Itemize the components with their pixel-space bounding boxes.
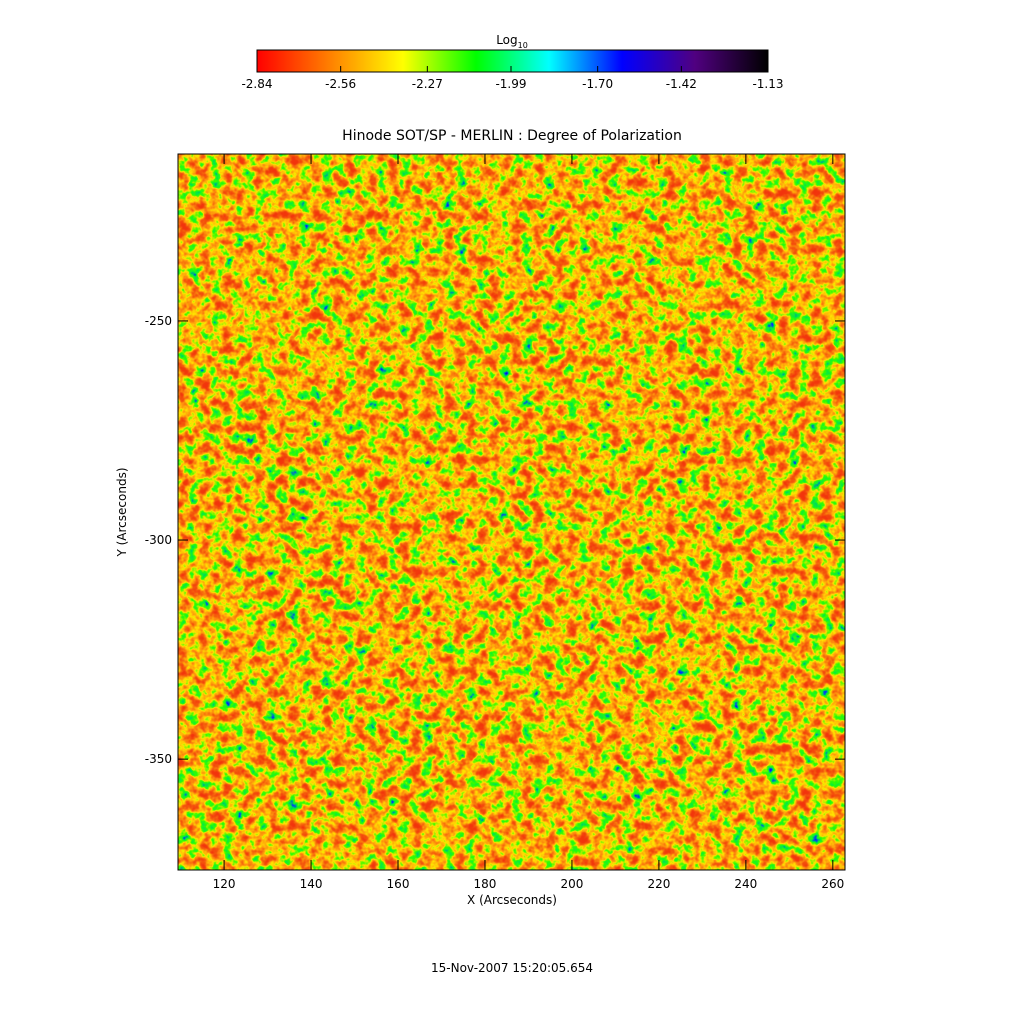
x-tick-label: 260 [821,877,844,891]
colorbar-tick-label: -1.13 [752,77,783,91]
x-tick-label: 140 [300,877,323,891]
chart-title: Hinode SOT/SP - MERLIN : Degree of Polar… [342,128,682,144]
plot-frame [177,153,846,871]
heatmap-texture [178,154,845,870]
y-axis-label: Y (Arcseconds) [115,467,129,557]
y-tick-label: -350 [145,752,172,766]
x-tick-label: 120 [213,877,236,891]
colorbar-label-main: Log [496,33,517,47]
y-tick-label: -300 [145,533,172,547]
colorbar-tick-label: -1.70 [582,77,613,91]
colorbar-label: Log10 [496,33,528,50]
x-tick-label: 200 [560,877,583,891]
colorbar-tick-label: -1.99 [495,77,526,91]
colorbar [256,49,769,73]
colorbar-tick-label: -2.56 [325,77,356,91]
colorbar-tick-label: -2.84 [241,77,272,91]
x-axis-label: X (Arcseconds) [467,893,557,907]
colorbar-tick-label: -2.27 [412,77,443,91]
footer: 15-Nov-2007 15:20:05.654 [431,961,593,975]
x-tick-label: 240 [734,877,757,891]
colorbar-tick-label: -1.42 [666,77,697,91]
x-tick-label: 180 [474,877,497,891]
colorbar-label-subscript: 10 [518,41,528,50]
y-tick-label: -250 [145,314,172,328]
x-tick-label: 220 [647,877,670,891]
x-tick-label: 160 [387,877,410,891]
